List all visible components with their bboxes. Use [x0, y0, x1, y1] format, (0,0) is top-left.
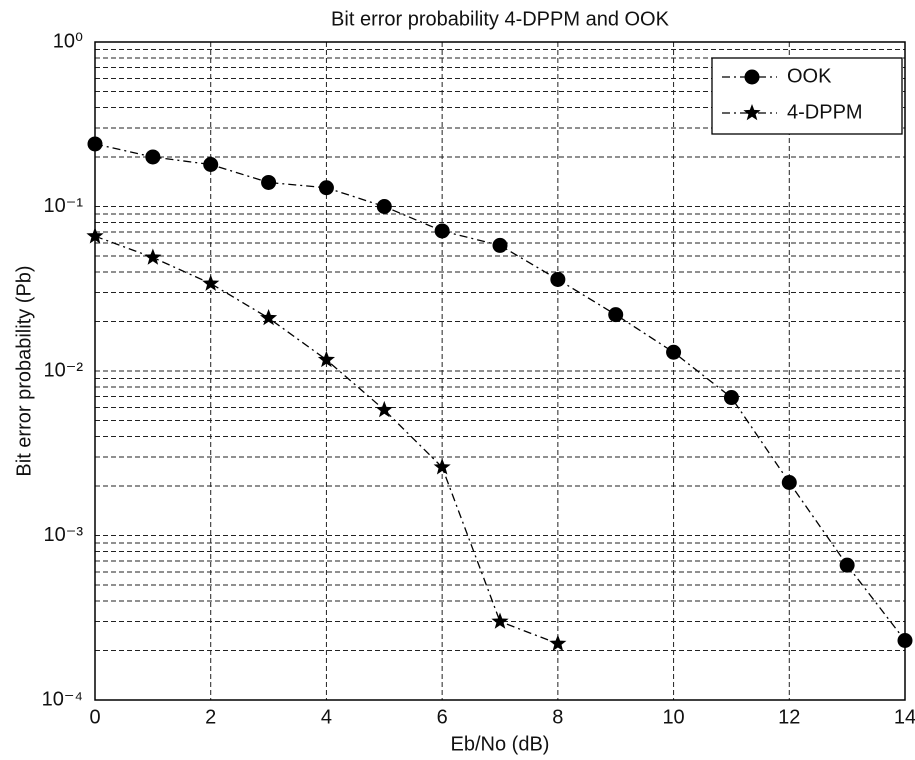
data-point	[608, 307, 624, 323]
legend-box	[711, 57, 903, 135]
data-point	[723, 390, 739, 406]
chart-title: Bit error probability 4-DPPM and OOK	[331, 8, 670, 30]
data-point	[87, 136, 103, 152]
y-tick-label: 10⁻³	[44, 524, 84, 546]
x-tick-label: 2	[205, 706, 216, 728]
data-point	[317, 350, 335, 368]
x-axis-label: Eb/No (dB)	[451, 733, 550, 755]
x-tick-label: 6	[437, 706, 448, 728]
x-tick-label: 10	[662, 706, 684, 728]
legend-label: 4-DPPM	[787, 101, 863, 123]
y-axis-label: Bit error probability (Pb)	[13, 265, 35, 476]
x-tick-label: 0	[89, 706, 100, 728]
y-tick-label: 10⁻¹	[44, 195, 84, 217]
data-point	[666, 344, 682, 360]
data-point	[491, 612, 509, 629]
data-point	[318, 180, 334, 196]
legend-marker	[743, 104, 761, 121]
data-point	[261, 174, 277, 190]
data-point	[260, 309, 278, 326]
data-point	[202, 274, 220, 291]
plot-frame	[94, 41, 906, 701]
data-point	[375, 400, 393, 418]
x-tick-label: 8	[552, 706, 563, 728]
legend-label: OOK	[787, 65, 832, 87]
data-point	[376, 199, 392, 214]
y-tick-label: 10⁻⁴	[42, 688, 83, 710]
x-tick-label: 12	[778, 706, 800, 728]
data-point	[550, 271, 566, 287]
data-point	[839, 557, 855, 573]
data-point	[897, 632, 913, 648]
x-tick-label: 4	[321, 706, 332, 728]
data-point	[86, 227, 104, 244]
x-tick-label: 14	[894, 706, 915, 728]
data-point	[145, 149, 161, 165]
data-point	[434, 223, 450, 239]
data-point	[203, 157, 219, 173]
data-point	[144, 248, 162, 265]
data-point	[433, 458, 451, 475]
data-point	[492, 237, 508, 253]
y-tick-label: 10⁰	[53, 30, 83, 52]
legend-marker	[744, 69, 760, 85]
y-tick-label: 10⁻²	[44, 359, 84, 381]
data-point	[781, 474, 797, 490]
data-point	[549, 634, 567, 651]
